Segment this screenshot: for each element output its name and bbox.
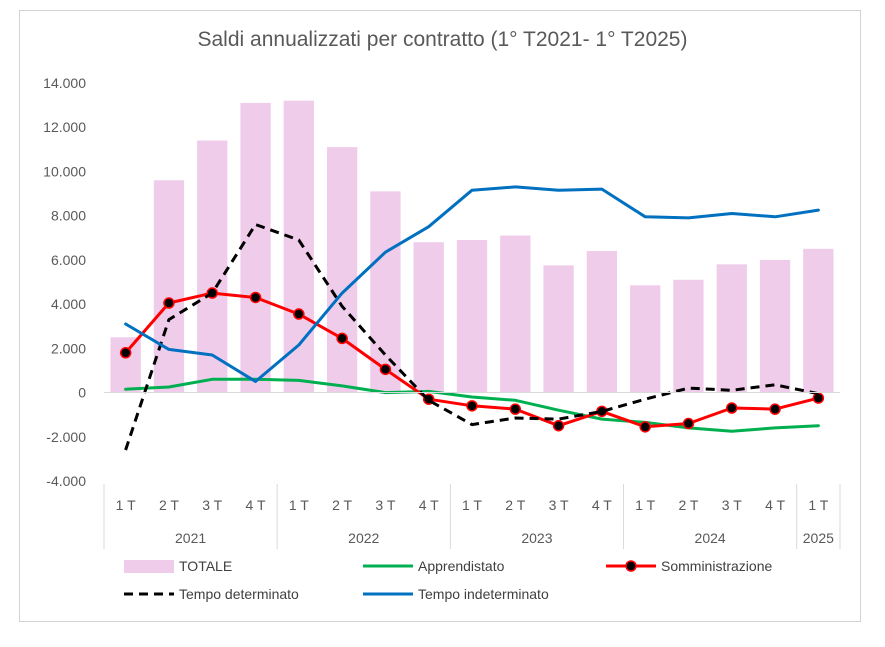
somministrazione-marker [509, 403, 522, 415]
y-tick-label: 12.000 [43, 119, 86, 135]
legend-label: Tempo indeterminato [418, 586, 549, 602]
series-line-apprendistato [124, 377, 820, 433]
y-tick-label: -2.000 [46, 429, 86, 445]
legend-marker [625, 560, 637, 572]
x-tick-label: 2 T [159, 497, 179, 513]
bar-totale [153, 180, 185, 393]
bar-totale [716, 264, 747, 393]
somministrazione-marker [249, 291, 262, 304]
legend-item: Tempo indeterminato [363, 586, 549, 602]
somministrazione-marker [336, 332, 348, 345]
bar-totale [283, 100, 314, 393]
somministrazione-marker [639, 421, 651, 433]
x-tick-label: 1 T [116, 497, 136, 513]
x-tick-label: 1 T [635, 497, 655, 513]
y-tick-label: 14.000 [43, 75, 86, 91]
legend-swatch [124, 560, 174, 573]
bar-totale [240, 102, 271, 393]
somministrazione-marker [682, 417, 695, 430]
somministrazione-marker [293, 308, 305, 320]
y-tick-label: 2.000 [51, 340, 86, 356]
chart-title: Saldi annualizzati per contratto (1° T20… [197, 28, 688, 51]
x-tick-label: 4 T [246, 497, 266, 513]
somministrazione-marker [812, 392, 825, 404]
x-tick-label: 4 T [592, 497, 612, 513]
bar-totale [759, 259, 791, 393]
x-year-label: 2023 [521, 530, 552, 546]
x-tick-label: 4 T [419, 497, 439, 513]
somministrazione-marker [466, 400, 478, 412]
somministrazione-marker [726, 402, 738, 414]
somministrazione-marker [163, 297, 175, 309]
bar-totale [543, 265, 574, 393]
x-year-label: 2024 [695, 530, 726, 546]
x-tick-label: 2 T [332, 497, 352, 513]
x-tick-label: 3 T [202, 497, 222, 513]
bar-totale [110, 337, 141, 393]
somministrazione-marker [769, 403, 781, 415]
legend-label: Somministrazione [661, 558, 772, 574]
bar-totale [673, 279, 704, 393]
legend: TOTALE Apprendistato Somministrazione Tempo… [124, 558, 772, 602]
legend-label: Tempo determinato [179, 586, 299, 602]
series-line-tempo-determinato [124, 223, 819, 451]
y-tick-label: 8.000 [51, 208, 86, 224]
bar-totale [197, 140, 228, 393]
legend-item: Somministrazione [606, 558, 772, 574]
legend-label: Apprendistato [418, 558, 505, 574]
bar-series-totale [110, 100, 834, 393]
y-tick-label: 0 [78, 385, 86, 401]
y-tick-label: -4.000 [46, 473, 86, 489]
bar-totale [803, 248, 834, 393]
x-tick-label: 2 T [505, 497, 525, 513]
x-tick-label: 4 T [765, 497, 785, 513]
legend-item: TOTALE [124, 558, 232, 574]
bar-totale [630, 285, 661, 393]
x-tick-label: 1 T [289, 497, 309, 513]
somministrazione-marker [379, 363, 392, 376]
x-tick-label: 2 T [678, 497, 698, 513]
bar-totale [326, 147, 358, 393]
bar-totale [586, 251, 618, 393]
somministrazione-marker [552, 419, 565, 432]
y-axis: -4.000 -2.000 0 2.000 4.000 6.000 8.000 10.000 1… [43, 75, 86, 489]
legend-label: TOTALE [179, 558, 232, 574]
somministrazione-marker [119, 347, 132, 359]
y-tick-label: 4.000 [51, 296, 86, 312]
x-year-label: 2021 [175, 530, 206, 546]
bar-totale [456, 239, 488, 393]
x-year-label: 2025 [803, 530, 834, 546]
bar-totale [500, 235, 531, 393]
x-tick-label: 1 T [808, 497, 828, 513]
bar-totale [413, 242, 444, 393]
x-tick-label: 3 T [549, 497, 569, 513]
x-year-label: 2022 [348, 530, 379, 546]
x-tick-label: 1 T [462, 497, 482, 513]
legend-item: Apprendistato [363, 558, 505, 574]
x-tick-label: 3 T [375, 497, 395, 513]
legend-item: Tempo determinato [124, 586, 299, 602]
bar-totale [370, 191, 401, 393]
y-tick-label: 6.000 [51, 252, 86, 268]
line-series [119, 185, 825, 451]
x-tick-label: 3 T [722, 497, 742, 513]
series-line-tempo-indeterminato [124, 185, 820, 383]
y-tick-label: 10.000 [43, 163, 86, 179]
x-axis: 1 T 2 T 3 T 4 T 1 T 2 T 3 T 4 T 1 T 2 T 3 T 4 T 1 T 2… [103, 392, 841, 549]
